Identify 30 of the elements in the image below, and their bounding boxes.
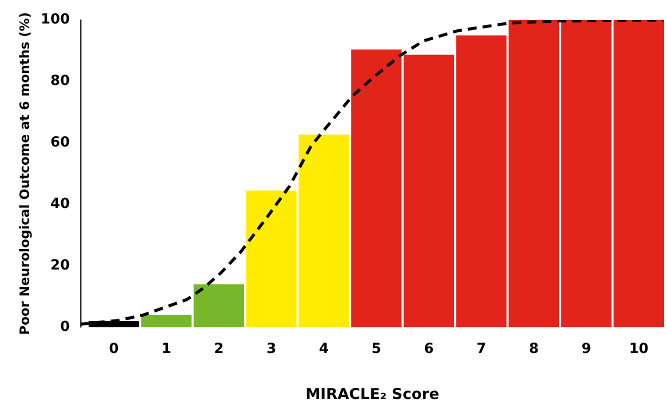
bar (508, 20, 560, 328)
bar (561, 20, 612, 328)
x-tick-label: 5 (371, 341, 382, 358)
bar (404, 54, 454, 328)
y-tick-label: 20 (50, 257, 70, 274)
x-axis-title: MIRACLE₂ Score (305, 384, 440, 403)
bar (456, 35, 507, 328)
y-tick-label: 40 (50, 196, 70, 212)
x-tick-label: 4 (318, 341, 329, 358)
x-tick-label: 3 (266, 341, 276, 358)
bar (194, 284, 244, 328)
bar (614, 20, 664, 328)
x-tick-label: 0 (109, 341, 120, 358)
x-tick-label: 6 (424, 341, 434, 358)
x-tick-label: 10 (629, 341, 649, 358)
y-tick-label: 100 (40, 12, 70, 28)
x-tick-label: 2 (214, 341, 224, 358)
bar (298, 134, 350, 328)
bar (351, 49, 402, 328)
line-series (80, 20, 664, 326)
y-axis-title: Poor Neurological Outcome at 6 months (%) (18, 12, 34, 335)
y-tick-label: 80 (50, 73, 70, 90)
x-tick-label: 9 (581, 341, 592, 358)
x-tick-label: 1 (162, 341, 172, 358)
x-tick-label: 8 (528, 341, 539, 358)
x-tick-label: 7 (476, 341, 486, 358)
bar (246, 190, 297, 328)
bar (141, 314, 192, 328)
y-tick-label: 0 (60, 318, 70, 335)
y-tick-label: 60 (50, 134, 70, 151)
